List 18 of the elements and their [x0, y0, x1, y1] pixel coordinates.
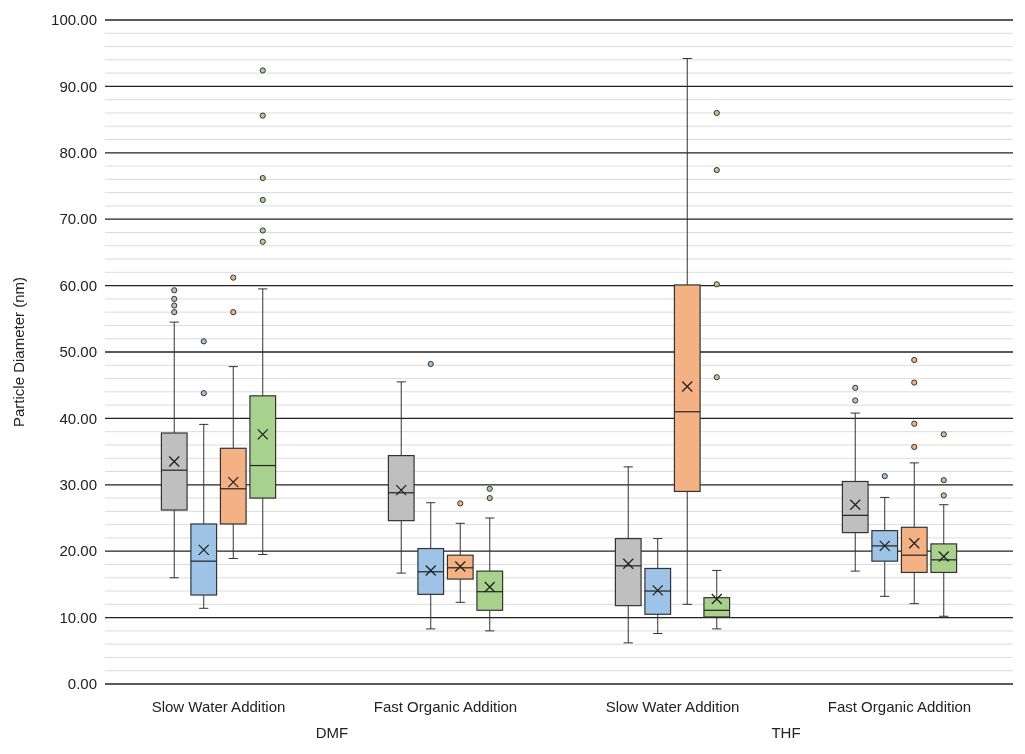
- text: DMF: [315, 724, 349, 741]
- y-tick-label: 0.00: [67, 675, 97, 693]
- text: THF: [771, 724, 801, 741]
- y-tick-label: 10.00: [59, 608, 97, 626]
- y-tick-label: 100.00: [51, 11, 97, 29]
- y-tick-label: 90.00: [59, 77, 97, 95]
- x-tick-label: Slow Water Addition: [605, 698, 740, 715]
- y-tick-label: 50.00: [59, 343, 97, 361]
- y-tick-label: 60.00: [59, 276, 97, 294]
- y-tick-label: 40.00: [59, 409, 97, 427]
- y-axis-title: Particle Diameter (nm): [10, 276, 27, 428]
- y-tick-label: 80.00: [59, 144, 97, 162]
- y-tick-label: 30.00: [59, 476, 97, 494]
- y-tick-label: 20.00: [59, 542, 97, 560]
- x-tick-label: Slow Water Addition: [151, 698, 286, 715]
- y-tick-label: 70.00: [59, 210, 97, 228]
- x-tick-label: Fast Organic Addition: [827, 698, 972, 715]
- x-tick-label: Fast Organic Addition: [373, 698, 518, 715]
